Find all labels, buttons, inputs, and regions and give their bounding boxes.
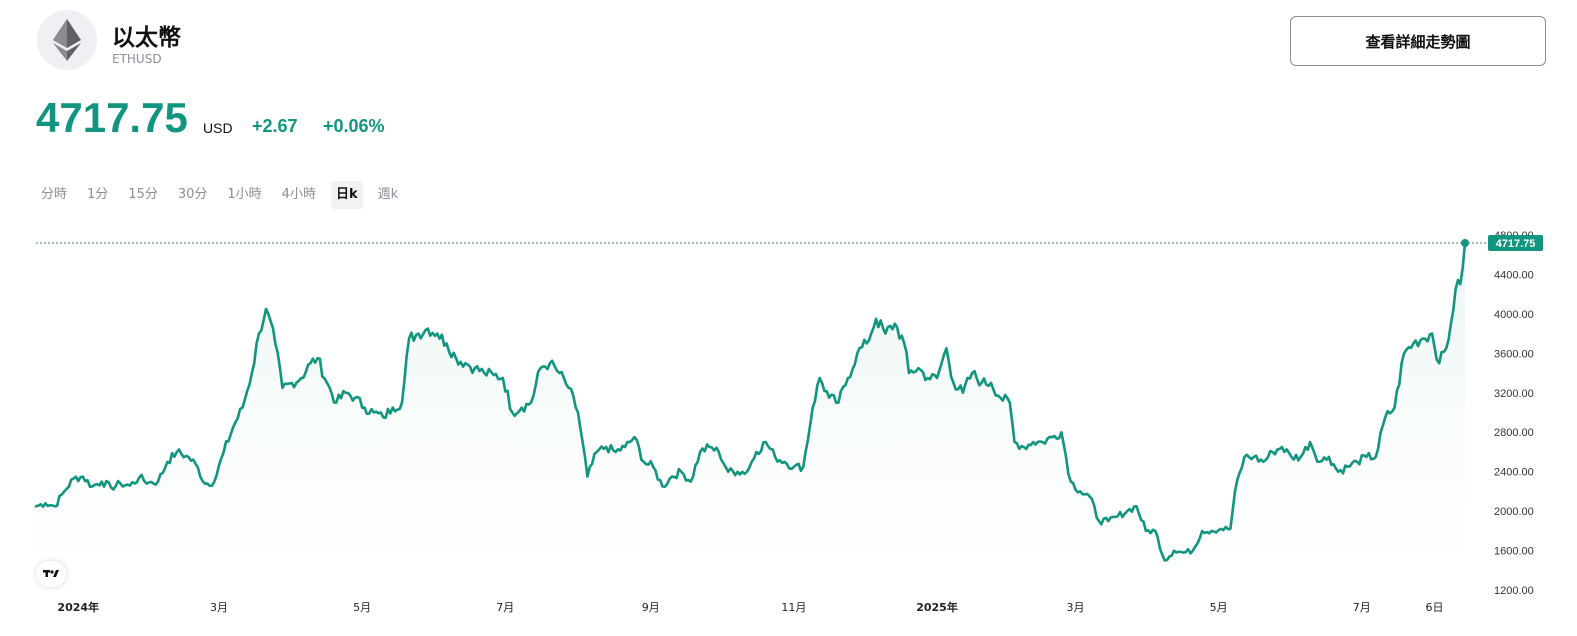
y-tick-label: 2800.00 xyxy=(1494,427,1534,439)
coin-name: 以太幣 xyxy=(112,25,181,51)
price-change-percent: +0.06% xyxy=(323,116,385,136)
ethereum-diamond-icon xyxy=(53,19,81,61)
last-price-dot xyxy=(1461,238,1469,247)
interval-tabs: 分時 1分 15分 30分 1小時 4小時 日k 週k xyxy=(36,181,413,209)
x-tick-label: 3月 xyxy=(210,601,228,614)
y-tick-label: 1200.00 xyxy=(1494,585,1534,597)
tab-interval[interactable]: 1小時 xyxy=(227,187,262,202)
price-unit: USD xyxy=(203,120,233,136)
x-axis: 2024年 3月 5月 7月 9月 11月 2025年 3月 5月 7月 6日 xyxy=(57,600,1443,614)
last-price-label: 4717.75 xyxy=(1496,238,1536,250)
tab-interval[interactable]: 15分 xyxy=(128,187,158,202)
x-tick-label: 7月 xyxy=(1353,601,1371,614)
tradingview-icon xyxy=(43,570,59,577)
y-tick-label: 1600.00 xyxy=(1494,546,1534,558)
coin-logo xyxy=(37,10,97,70)
tab-interval[interactable]: 日k xyxy=(330,181,363,209)
x-tick-label: 9月 xyxy=(642,601,660,614)
x-tick-label: 5月 xyxy=(353,601,371,614)
x-tick-label: 2025年 xyxy=(916,600,958,614)
x-tick-label: 11月 xyxy=(781,601,806,614)
y-tick-label: 2000.00 xyxy=(1494,506,1534,518)
price-area xyxy=(36,243,1465,600)
price-line xyxy=(34,241,1467,562)
price-change: +2.67 xyxy=(252,116,298,136)
x-tick-label: 7月 xyxy=(496,601,514,614)
x-tick-label: 6日 xyxy=(1425,601,1443,614)
y-tick-label: 2400.00 xyxy=(1494,467,1534,479)
x-tick-label: 5月 xyxy=(1210,601,1228,614)
tab-interval[interactable]: 4小時 xyxy=(281,187,316,202)
last-price-marker: 4717.75 xyxy=(1461,234,1543,251)
y-tick-label: 4400.00 xyxy=(1494,269,1534,281)
tab-interval[interactable]: 分時 xyxy=(41,187,68,202)
coin-symbol: ETHUSD xyxy=(112,52,162,66)
y-tick-label: 3200.00 xyxy=(1494,388,1534,400)
current-price: 4717.75 xyxy=(36,94,188,141)
tab-interval[interactable]: 週k xyxy=(377,187,399,202)
last-price-label-bg xyxy=(1488,234,1543,251)
y-tick-label: 3600.00 xyxy=(1494,348,1534,360)
y-tick-label: 4000.00 xyxy=(1494,309,1534,321)
x-tick-label: 3月 xyxy=(1066,601,1084,614)
x-tick-label: 2024年 xyxy=(57,600,99,614)
tab-interval[interactable]: 1分 xyxy=(87,187,109,202)
tab-interval[interactable]: 30分 xyxy=(177,187,208,202)
tradingview-logo[interactable] xyxy=(36,561,66,587)
view-detail-chart-button[interactable]: 查看詳細走勢圖 xyxy=(1290,16,1546,66)
y-axis: 1200.00 1600.00 2000.00 2400.00 2800.00 3200.… xyxy=(1494,230,1534,597)
